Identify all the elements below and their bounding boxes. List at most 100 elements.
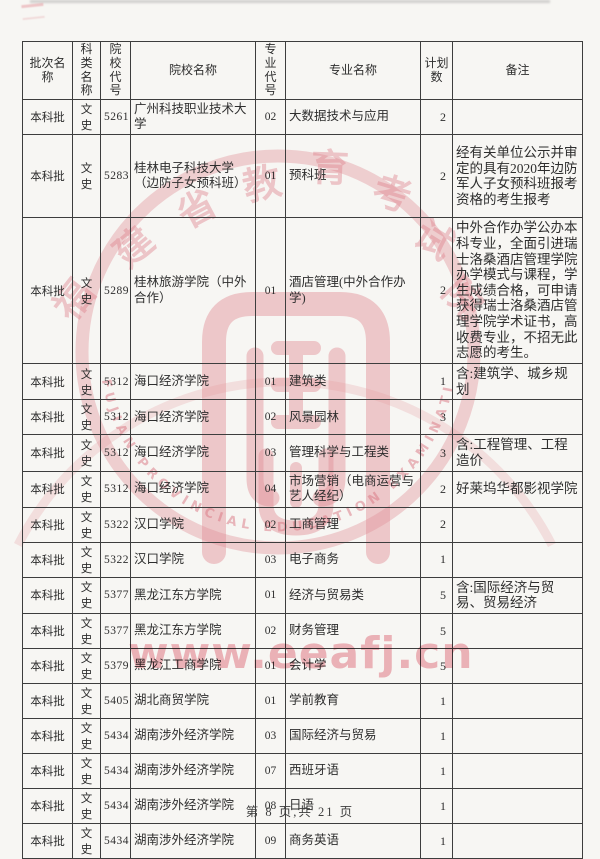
cell-batch: 本科批 (22, 217, 73, 365)
cell-college-name: 湖南涉外经济学院 (130, 823, 256, 859)
cell-remark: 含:工程管理、工程造价 (452, 434, 583, 472)
cell-plan-count: 3 (420, 434, 453, 472)
column-header: 计划 数 (420, 40, 453, 101)
cell-college-name: 湖南涉外经济学院 (130, 718, 256, 755)
cell-college-name: 汉口学院 (130, 506, 256, 543)
table-row: 本科批 文史 5434 湖南涉外经济学院 09 商务英语 1 (22, 823, 583, 859)
cell-major-code: 01 (255, 217, 286, 365)
cell-plan-count: 1 (420, 753, 453, 790)
cell-batch: 本科批 (22, 753, 73, 790)
cell-major-code: 01 (255, 363, 286, 401)
cell-major-name: 市场营销（电商运营与艺人经纪） (285, 470, 421, 508)
cell-college-name: 湖南涉外经济学院 (130, 753, 256, 790)
cell-plan-count: 5 (420, 576, 453, 615)
cell-plan-count: 2 (420, 99, 453, 136)
cell-remark: 含:国际经济与贸易、贸易经济 (452, 576, 583, 615)
cell-batch: 本科批 (22, 134, 73, 219)
cell-batch: 本科批 (22, 363, 73, 401)
cell-plan-count: 1 (420, 683, 453, 720)
cell-category: 文史 (72, 434, 101, 472)
table-row: 本科批 文史 5379 黑龙江工商学院 01 会计学 5 (22, 648, 583, 685)
cell-major-name: 工商管理 (285, 506, 421, 543)
cell-major-name: 经济与贸易类 (285, 576, 421, 615)
cell-major-name: 酒店管理(中外合作办学) (285, 217, 421, 365)
cell-batch: 本科批 (22, 541, 73, 578)
cell-category: 文史 (72, 613, 101, 650)
cell-major-name: 管理科学与工程类 (285, 434, 421, 472)
cell-plan-count: 1 (420, 541, 453, 578)
cell-major-name: 国际经济与贸易 (285, 718, 421, 755)
column-header: 备注 (452, 40, 583, 101)
cell-remark (452, 683, 583, 720)
cell-college-name: 湖北商贸学院 (130, 683, 256, 720)
admission-plan-table: 批次名称 科类 名称 院校 代号 院校名称 专业 代号 专业名称 计划 数备注 本科批 文史 5… (22, 40, 583, 859)
table-row: 本科批 文史 5434 湖南涉外经济学院 07 西班牙语 1 (22, 753, 583, 790)
cell-plan-count: 2 (420, 506, 453, 543)
column-header: 院校 代号 (100, 40, 131, 101)
cell-category: 文史 (72, 506, 101, 543)
table-row: 本科批 文史 5312 海口经济学院 01 建筑类 1 含:建筑学、城乡规划 (22, 363, 583, 401)
cell-major-code: 01 (255, 648, 286, 685)
cell-plan-count: 1 (420, 718, 453, 755)
cell-major-name: 预科班 (285, 134, 421, 219)
table-row: 本科批 文史 5261 广州科技职业技术大学 02 大数据技术与应用 2 (22, 99, 583, 136)
cell-remark: 含:建筑学、城乡规划 (452, 363, 583, 401)
cell-college-code: 5405 (100, 683, 131, 720)
cell-category: 文史 (72, 363, 101, 401)
cell-college-code: 5434 (100, 753, 131, 790)
cell-college-code: 5377 (100, 576, 131, 615)
cell-college-code: 5322 (100, 506, 131, 543)
cell-major-code: 02 (255, 506, 286, 543)
table-row: 本科批 文史 5434 湖南涉外经济学院 03 国际经济与贸易 1 (22, 718, 583, 755)
cell-major-code: 01 (255, 683, 286, 720)
cell-college-name: 桂林旅游学院（中外合作） (130, 217, 256, 365)
cell-plan-count: 5 (420, 613, 453, 650)
cell-remark (452, 718, 583, 755)
table-row: 本科批 文史 5312 海口经济学院 02 风景园林 3 (22, 399, 583, 436)
cell-category: 文史 (72, 541, 101, 578)
cell-batch: 本科批 (22, 576, 73, 615)
cell-college-name: 桂林电子科技大学（边防子女预科班） (130, 134, 256, 219)
watermark-url: www.eeafj.cn (128, 628, 474, 679)
cell-plan-count: 2 (420, 217, 453, 365)
table-row: 本科批 文史 5312 海口经济学院 03 管理科学与工程类 3 含:工程管理、工程造价 (22, 434, 583, 472)
cell-major-name: 学前教育 (285, 683, 421, 720)
cell-college-code: 5434 (100, 718, 131, 755)
cell-batch: 本科批 (22, 683, 73, 720)
cell-college-code: 5289 (100, 217, 131, 365)
cell-major-name: 大数据技术与应用 (285, 99, 421, 136)
cell-category: 文史 (72, 399, 101, 436)
cell-major-name: 建筑类 (285, 363, 421, 401)
cell-category: 文史 (72, 217, 101, 365)
column-header: 院校名称 (130, 40, 256, 101)
cell-batch: 本科批 (22, 506, 73, 543)
table-row: 本科批 文史 5283 桂林电子科技大学（边防子女预科班） 01 预科班 2 经有关单位公示并… (22, 134, 583, 219)
table-row: 本科批 文史 5322 汉口学院 03 电子商务 1 (22, 541, 583, 578)
cell-batch: 本科批 (22, 99, 73, 136)
cell-major-code: 07 (255, 753, 286, 790)
table-row: 本科批 文史 5322 汉口学院 02 工商管理 2 (22, 506, 583, 543)
table-row: 本科批 文史 5377 黑龙江东方学院 02 财务管理 5 (22, 613, 583, 650)
cell-batch: 本科批 (22, 718, 73, 755)
cell-college-name: 海口经济学院 (130, 470, 256, 508)
cell-remark: 经有关单位公示并审定的具有2020年边防军人子女预科班报考资格的考生报考 (452, 134, 583, 219)
cell-major-name: 会计学 (285, 648, 421, 685)
column-header: 科类 名称 (72, 40, 101, 101)
cell-batch: 本科批 (22, 399, 73, 436)
cell-plan-count: 2 (420, 470, 453, 508)
cell-college-name: 广州科技职业技术大学 (130, 99, 256, 136)
cell-batch: 本科批 (22, 648, 73, 685)
cell-college-code: 5312 (100, 363, 131, 401)
cell-category: 文史 (72, 134, 101, 219)
cell-college-code: 5322 (100, 541, 131, 578)
cell-major-name: 商务英语 (285, 823, 421, 859)
cell-remark (452, 753, 583, 790)
cell-category: 文史 (72, 99, 101, 136)
scan-smudge (30, 0, 550, 3)
cell-major-code: 02 (255, 399, 286, 436)
column-header: 批次名称 (22, 40, 73, 101)
cell-batch: 本科批 (22, 788, 73, 825)
cell-college-name: 海口经济学院 (130, 434, 256, 472)
cell-major-name: 财务管理 (285, 613, 421, 650)
